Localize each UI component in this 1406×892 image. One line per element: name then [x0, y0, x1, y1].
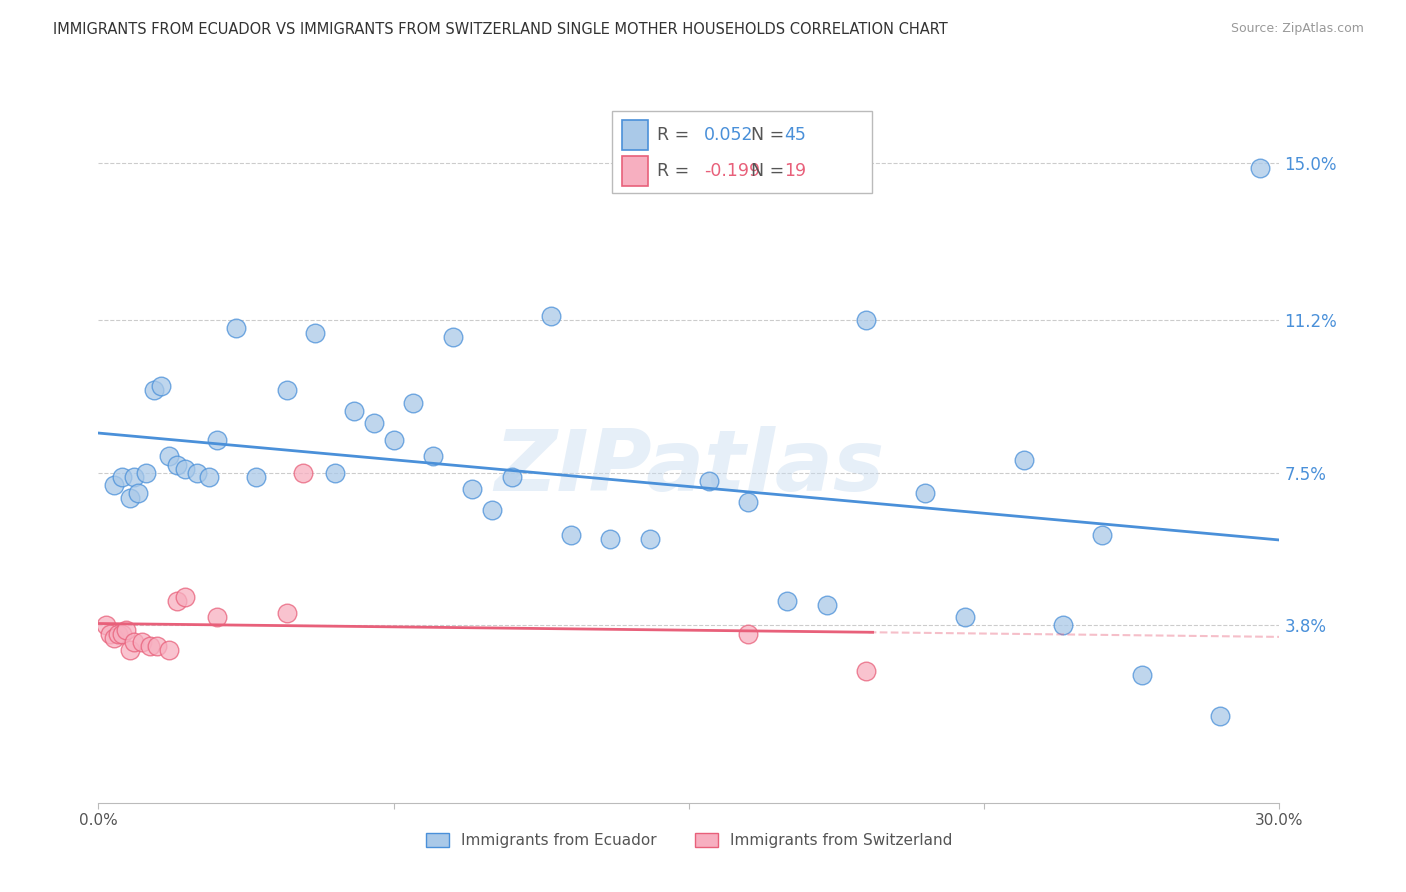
- Text: IMMIGRANTS FROM ECUADOR VS IMMIGRANTS FROM SWITZERLAND SINGLE MOTHER HOUSEHOLDS : IMMIGRANTS FROM ECUADOR VS IMMIGRANTS FR…: [53, 22, 948, 37]
- Point: [1052, 618, 1074, 632]
- Point: [599, 532, 621, 546]
- Point: [1012, 453, 1035, 467]
- Point: [855, 664, 877, 678]
- Text: R =: R =: [657, 126, 695, 144]
- Point: [461, 483, 484, 497]
- Point: [1249, 161, 1271, 175]
- Point: [343, 404, 366, 418]
- Point: [737, 626, 759, 640]
- Point: [166, 458, 188, 472]
- Point: [441, 329, 464, 343]
- Point: [560, 527, 582, 541]
- Point: [815, 598, 838, 612]
- Point: [107, 626, 129, 640]
- Point: [276, 606, 298, 620]
- Text: -0.199: -0.199: [704, 161, 761, 179]
- Point: [157, 450, 180, 464]
- Bar: [621, 120, 648, 150]
- FancyBboxPatch shape: [612, 111, 872, 193]
- Point: [174, 461, 197, 475]
- Legend: Immigrants from Ecuador, Immigrants from Switzerland: Immigrants from Ecuador, Immigrants from…: [418, 825, 960, 855]
- Point: [138, 639, 160, 653]
- Point: [96, 618, 118, 632]
- Point: [150, 379, 173, 393]
- Point: [135, 466, 157, 480]
- Point: [115, 623, 138, 637]
- Point: [501, 470, 523, 484]
- Point: [118, 643, 141, 657]
- Point: [225, 321, 247, 335]
- Point: [855, 313, 877, 327]
- Point: [304, 326, 326, 340]
- Text: Source: ZipAtlas.com: Source: ZipAtlas.com: [1230, 22, 1364, 36]
- Point: [122, 470, 145, 484]
- Point: [111, 626, 134, 640]
- Point: [1209, 709, 1232, 723]
- Point: [292, 466, 315, 480]
- Point: [111, 470, 134, 484]
- Point: [174, 590, 197, 604]
- Point: [205, 610, 228, 624]
- Point: [103, 478, 125, 492]
- Point: [166, 593, 188, 607]
- Point: [205, 433, 228, 447]
- Point: [197, 470, 219, 484]
- Text: N =: N =: [740, 126, 790, 144]
- Point: [382, 433, 405, 447]
- Point: [1091, 527, 1114, 541]
- Point: [276, 384, 298, 398]
- Text: R =: R =: [657, 161, 695, 179]
- Point: [186, 466, 208, 480]
- Point: [697, 474, 720, 488]
- Point: [157, 643, 180, 657]
- Point: [142, 384, 165, 398]
- Point: [131, 635, 153, 649]
- Text: 19: 19: [785, 161, 807, 179]
- Point: [98, 626, 121, 640]
- Point: [953, 610, 976, 624]
- Bar: [621, 155, 648, 186]
- Point: [1130, 668, 1153, 682]
- Point: [323, 466, 346, 480]
- Point: [127, 486, 149, 500]
- Point: [363, 417, 385, 431]
- Point: [118, 491, 141, 505]
- Point: [737, 494, 759, 508]
- Point: [122, 635, 145, 649]
- Point: [914, 486, 936, 500]
- Point: [481, 503, 503, 517]
- Text: ZIPatlas: ZIPatlas: [494, 425, 884, 509]
- Point: [402, 395, 425, 409]
- Point: [103, 631, 125, 645]
- Text: N =: N =: [740, 161, 790, 179]
- Point: [776, 593, 799, 607]
- Point: [146, 639, 169, 653]
- Text: 0.052: 0.052: [704, 126, 754, 144]
- Point: [422, 450, 444, 464]
- Text: 45: 45: [785, 126, 807, 144]
- Point: [245, 470, 267, 484]
- Point: [638, 532, 661, 546]
- Point: [540, 309, 562, 323]
